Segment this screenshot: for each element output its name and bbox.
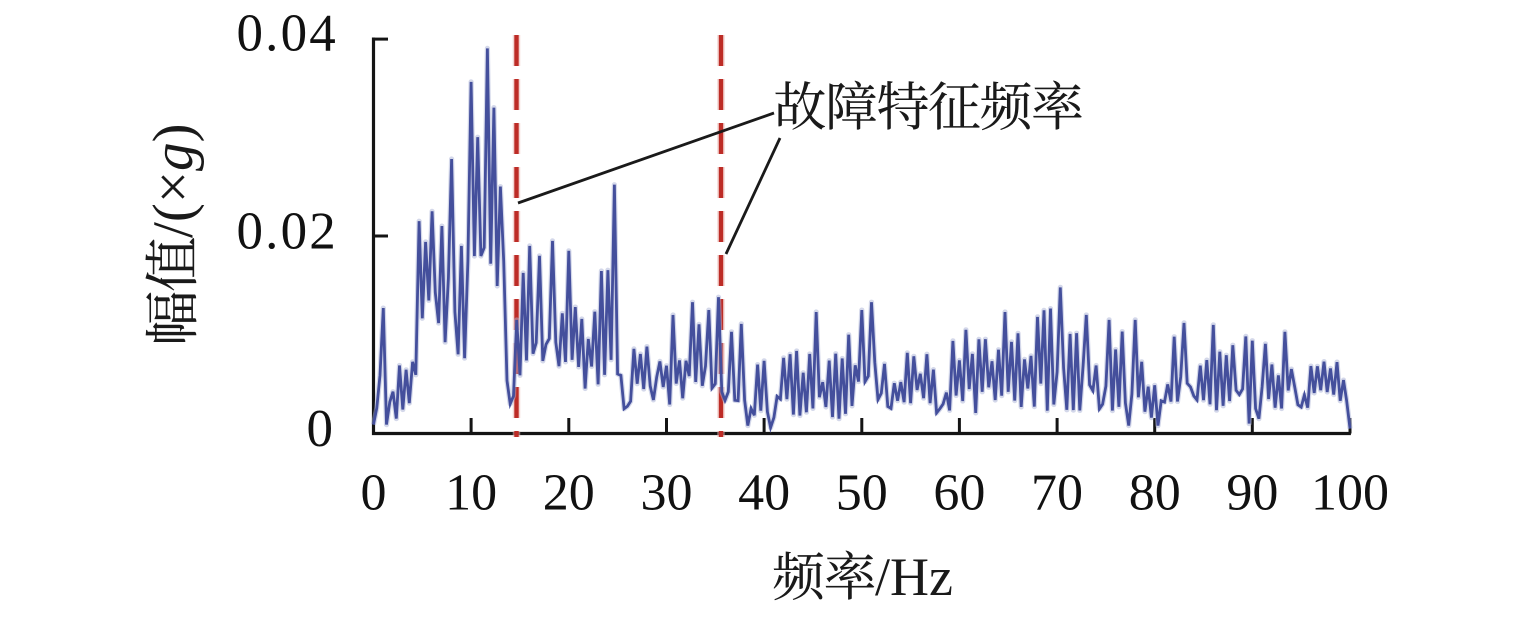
svg-text:0.02: 0.02 <box>236 202 338 260</box>
svg-text:60: 60 <box>933 465 985 522</box>
svg-text:40: 40 <box>738 465 790 522</box>
svg-text:30: 30 <box>640 465 692 522</box>
svg-text:90: 90 <box>1226 465 1278 522</box>
svg-text:/(×g): /(×g) <box>142 124 205 238</box>
svg-text:20: 20 <box>543 465 595 522</box>
svg-text:/Hz: /Hz <box>875 547 953 607</box>
svg-text:100: 100 <box>1311 465 1389 522</box>
svg-text:70: 70 <box>1031 465 1083 522</box>
svg-text:0.04: 0.04 <box>236 4 338 62</box>
svg-text:50: 50 <box>836 465 888 522</box>
svg-text:0: 0 <box>307 400 334 458</box>
svg-text:10: 10 <box>445 465 497 522</box>
svg-text:80: 80 <box>1129 465 1181 522</box>
svg-text:0: 0 <box>361 465 387 522</box>
